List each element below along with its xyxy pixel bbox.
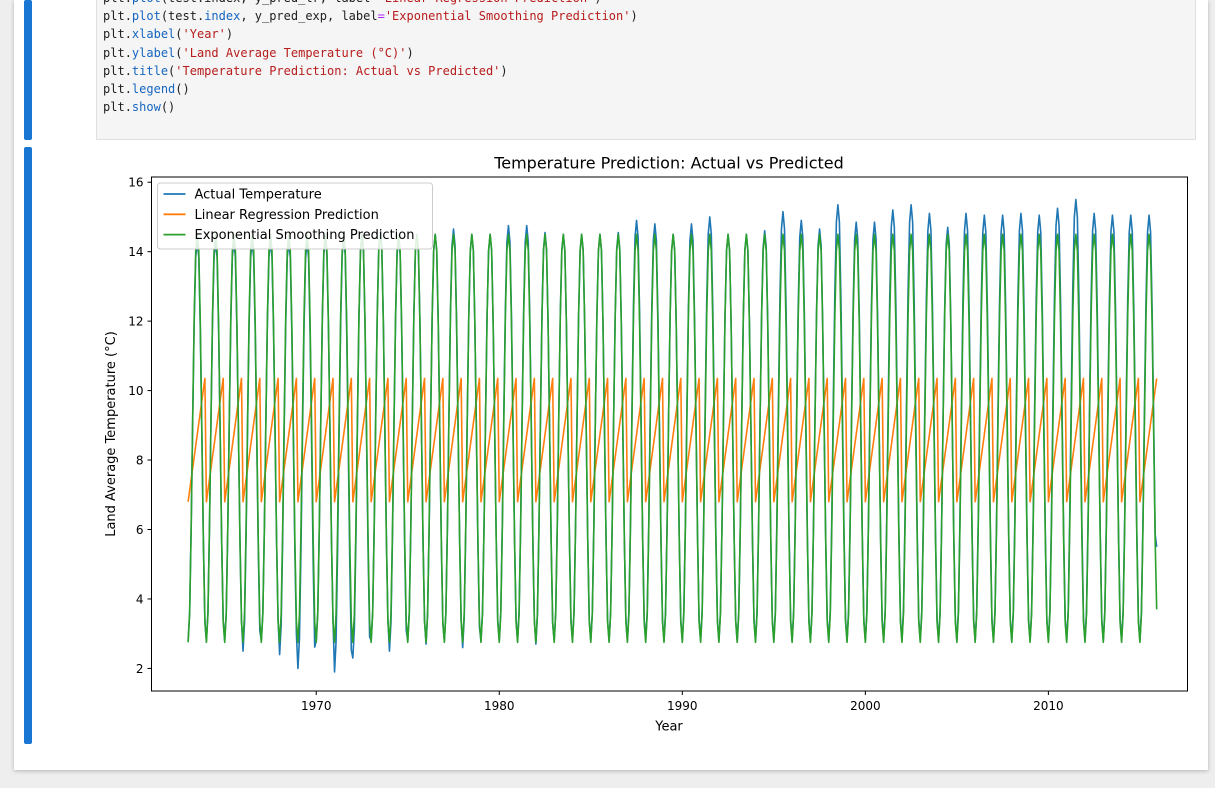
code-token: 'Linear Regression Prediction' xyxy=(378,0,595,5)
code-token: ) xyxy=(630,9,638,24)
code-token: (test. xyxy=(160,9,205,24)
code-token: = xyxy=(370,0,377,5)
y-tick-label: 12 xyxy=(128,315,143,329)
x-tick-label: 1990 xyxy=(667,699,698,713)
code-token: . xyxy=(125,0,132,5)
code-token: legend xyxy=(131,82,176,97)
code-token: plt xyxy=(103,100,125,115)
code-token: ) xyxy=(225,27,234,42)
code-token: plt xyxy=(103,45,125,60)
code-token: plt xyxy=(103,9,125,24)
code-token: 'Year' xyxy=(182,27,226,42)
code-cell-selection-bar[interactable] xyxy=(24,0,32,140)
chart-legend: Actual Temperature Linear Regression Pred… xyxy=(157,182,433,250)
y-tick-label: 16 xyxy=(128,176,143,190)
code-token: () xyxy=(175,82,190,97)
series-line-exponential-smoothing xyxy=(187,233,1158,644)
code-token: . xyxy=(124,63,132,78)
code-token: index xyxy=(204,9,241,24)
code-token: (test.index, y_pred_lr, label xyxy=(161,0,371,5)
code-token: ( xyxy=(175,45,183,60)
code-token: . xyxy=(124,82,132,97)
y-tick-label: 8 xyxy=(136,454,144,468)
series-line-linear-regression xyxy=(187,377,1158,503)
temperature-chart: Temperature Prediction: Actual vs Predic… xyxy=(104,154,1188,735)
y-tick-label: 2 xyxy=(136,662,144,676)
code-line: plt.legend() xyxy=(103,82,190,96)
y-tick-label: 14 xyxy=(128,245,143,259)
code-token: ) xyxy=(500,63,508,78)
notebook-page: plt.plot(test.index, y_pred_lr, label='L… xyxy=(14,0,1208,770)
code-token: ) xyxy=(406,45,414,60)
code-token: . xyxy=(124,45,132,60)
y-tick-label: 10 xyxy=(128,384,143,398)
code-token: xlabel xyxy=(131,27,176,42)
code-token: () xyxy=(160,100,176,115)
x-axis-label: Year xyxy=(654,720,683,735)
y-tick-label: 4 xyxy=(136,592,144,606)
x-tick-label: 2010 xyxy=(1033,699,1064,713)
code-token: plt xyxy=(103,0,125,5)
code-token: . xyxy=(124,9,132,24)
output-cell: Temperature Prediction: Actual vs Predic… xyxy=(96,147,1196,747)
code-token: ylabel xyxy=(131,45,176,60)
x-tick-label: 1970 xyxy=(301,699,332,713)
code-token: 'Land Average Temperature (°C)' xyxy=(182,45,407,60)
code-token: 'Exponential Smoothing Prediction' xyxy=(384,9,631,24)
code-token: plot xyxy=(132,0,161,5)
x-tick-label: 1980 xyxy=(484,699,515,713)
code-token: . xyxy=(124,100,132,115)
code-token: ) xyxy=(594,0,601,5)
output-cell-selection-bar[interactable] xyxy=(24,147,32,744)
code-line: plt.plot(test.index, y_pred_exp, label='… xyxy=(103,9,638,23)
code-token: plt xyxy=(103,82,125,97)
plot-frame xyxy=(151,176,1188,692)
code-token: plt xyxy=(103,63,125,78)
code-token: 'Temperature Prediction: Actual vs Predi… xyxy=(175,63,501,78)
legend-entry: Actual Temperature xyxy=(195,188,322,203)
code-token: . xyxy=(124,27,132,42)
code-token: ( xyxy=(175,27,183,42)
code-token: , y_pred_exp, label xyxy=(240,9,378,24)
code-token: show xyxy=(131,100,161,115)
chart-title: Temperature Prediction: Actual vs Predic… xyxy=(493,154,844,173)
code-line: plt.xlabel('Year') xyxy=(103,27,233,41)
legend-entry: Exponential Smoothing Prediction xyxy=(195,228,415,243)
y-axis-label: Land Average Temperature (°C) xyxy=(104,331,119,537)
legend-box xyxy=(157,182,433,250)
code-line: plt.plot(test.index, y_pred_lr, label='L… xyxy=(103,0,602,5)
code-line: plt.ylabel('Land Average Temperature (°C… xyxy=(103,46,414,60)
legend-entry: Linear Regression Prediction xyxy=(195,208,379,223)
code-line: plt.title('Temperature Prediction: Actua… xyxy=(103,64,508,78)
code-cell[interactable]: plt.plot(test.index, y_pred_lr, label='L… xyxy=(96,0,1196,140)
y-tick-label: 6 xyxy=(136,523,144,537)
code-token: plot xyxy=(131,9,161,24)
x-tick-label: 2000 xyxy=(850,699,881,713)
code-token: plt xyxy=(103,27,125,42)
code-line: plt.show() xyxy=(103,100,175,114)
code-token: title xyxy=(131,63,169,78)
code-token: = xyxy=(377,9,385,24)
code-editor[interactable]: plt.plot(test.index, y_pred_lr, label='L… xyxy=(103,0,638,116)
code-token: ( xyxy=(168,63,176,78)
